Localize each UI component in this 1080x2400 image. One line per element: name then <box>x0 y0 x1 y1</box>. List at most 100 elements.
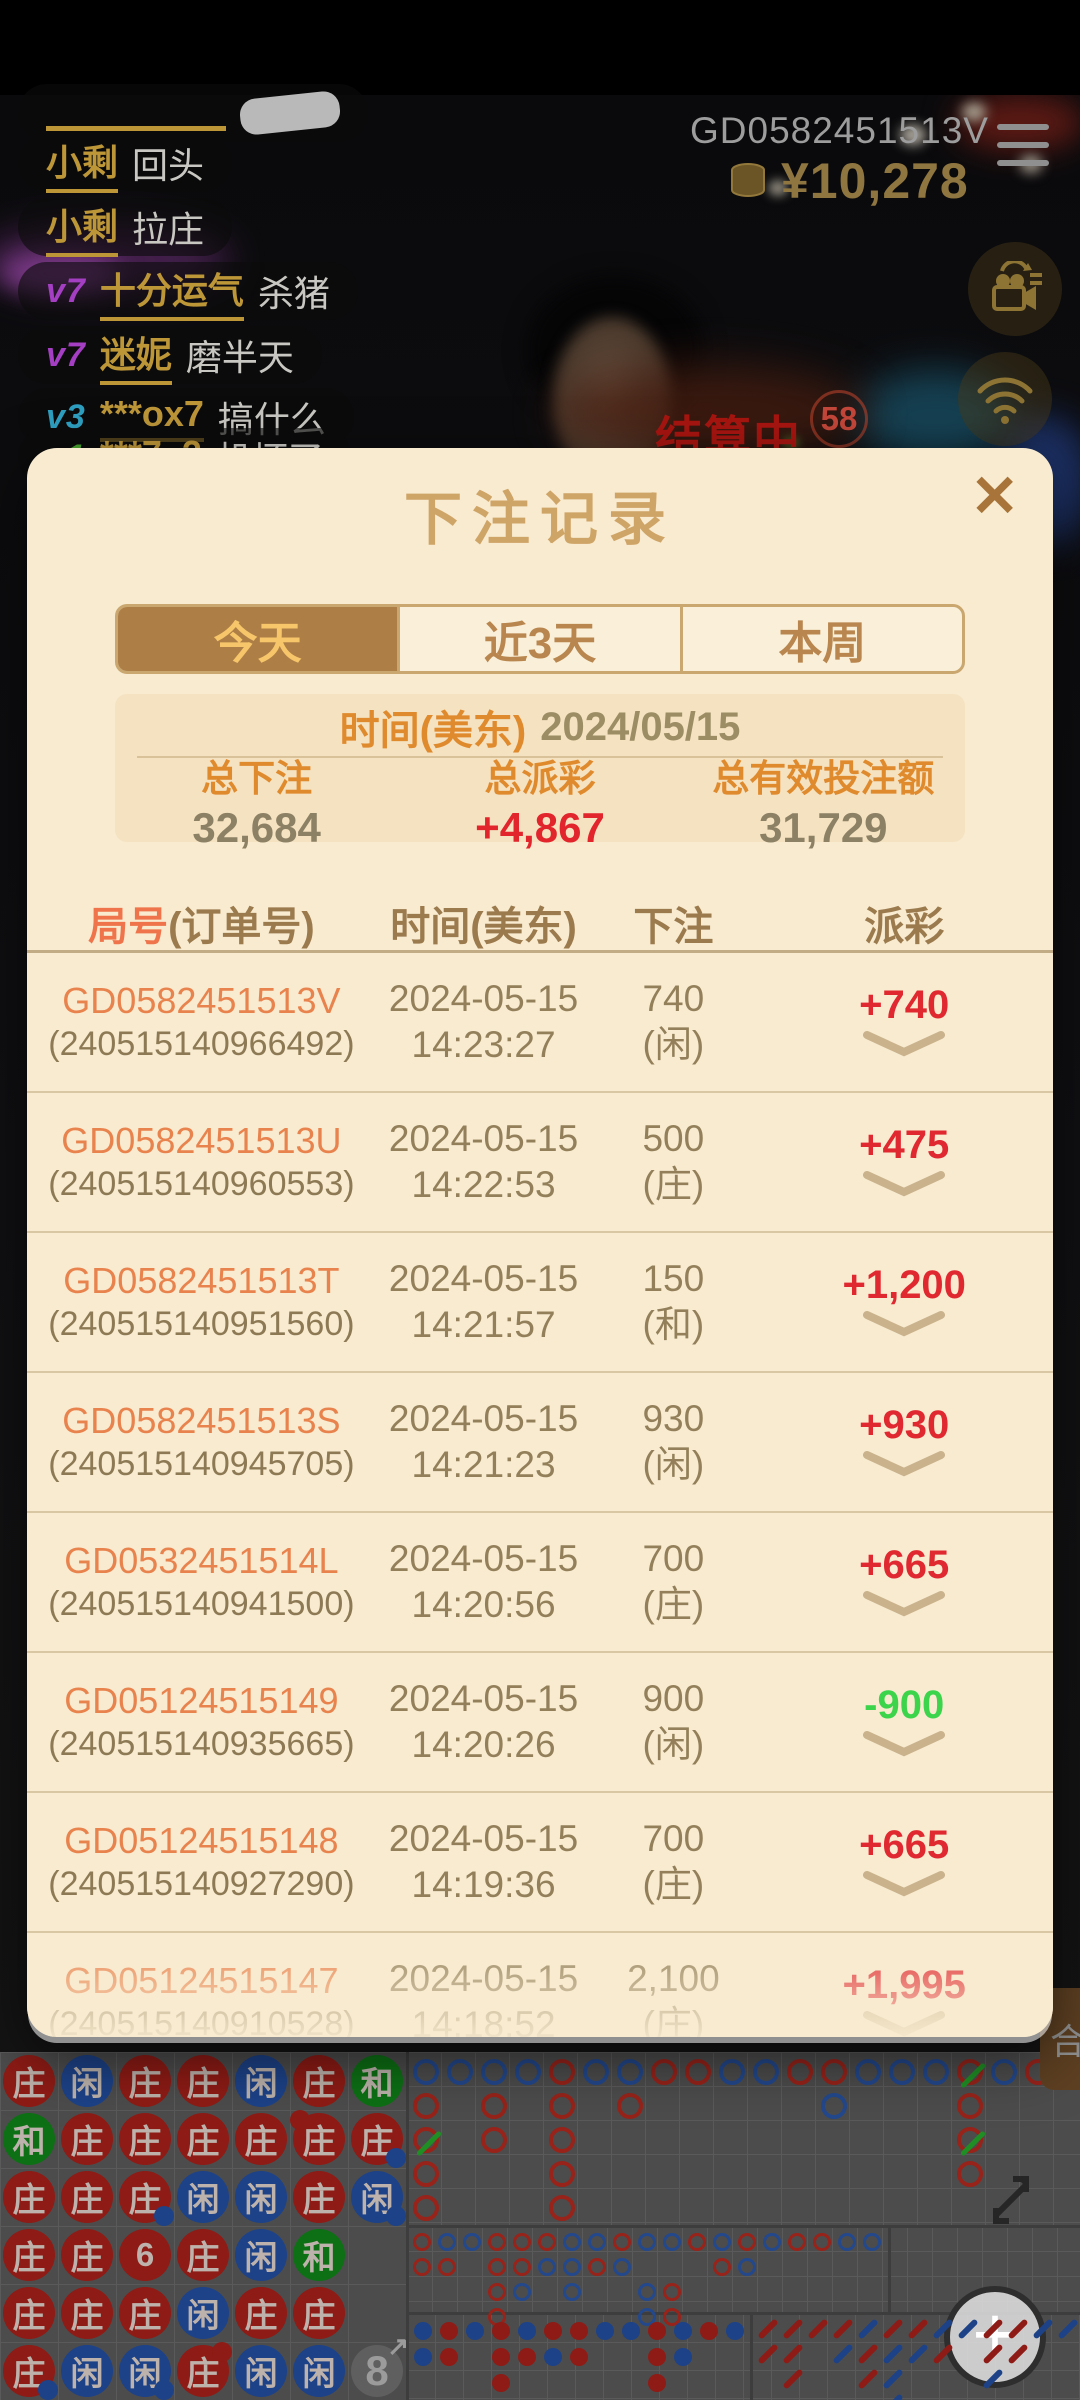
big-road-banker <box>413 2127 443 2157</box>
chevron-down-icon[interactable] <box>861 1730 947 1764</box>
network-status-button[interactable] <box>958 352 1052 446</box>
chat-message[interactable]: 小剩 拉庄 <box>18 198 233 257</box>
bead-result-b: 庄 <box>3 2345 58 2400</box>
road-divider <box>407 2225 1080 2228</box>
order-number: (240515140945705) <box>48 1445 355 1484</box>
eye-road-player <box>622 2322 640 2340</box>
chevron-down-icon[interactable] <box>861 2010 947 2037</box>
banker-pair-dot <box>212 2342 232 2362</box>
chat-message[interactable]: v7 十分运气 杀猪 <box>18 262 358 321</box>
chevron-down-icon[interactable] <box>861 1590 947 1624</box>
hamburger-menu-icon[interactable] <box>997 124 1049 178</box>
balance-display[interactable]: ¥10,278 <box>725 152 969 210</box>
switch-camera-button[interactable] <box>968 242 1062 336</box>
big-road-player <box>447 2059 473 2085</box>
big-road-banker <box>481 2093 507 2119</box>
chat-message[interactable]: 小剩 回头 <box>18 134 233 193</box>
bead-result-b: 庄 <box>351 2113 406 2168</box>
chevron-down-icon[interactable] <box>861 1870 947 1904</box>
eye-road-banker <box>440 2322 458 2340</box>
bet-cell: 930 (闲) <box>591 1396 755 1489</box>
chat-text: 回头 <box>132 145 205 186</box>
eye-road-banker <box>492 2374 510 2392</box>
order-number: (240515140935665) <box>48 1725 355 1764</box>
bet-cell: 900 (闲) <box>591 1676 755 1769</box>
order-number: (240515140960553) <box>48 1165 355 1204</box>
eye-road-player <box>466 2322 484 2340</box>
bead-result-b: 庄 <box>119 2055 171 2107</box>
bead-result-t: 和 <box>351 2055 403 2107</box>
bead-result-b: 庄 <box>3 2287 55 2339</box>
tab-this-week[interactable]: 本周 <box>679 607 962 671</box>
summary-date-label: 时间(美东) <box>339 709 527 753</box>
close-icon[interactable]: ✕ <box>970 464 1019 529</box>
big-road-player <box>583 2059 609 2085</box>
bead-result-p: 闲 <box>351 2171 406 2226</box>
big-road-banker <box>481 2127 507 2153</box>
payout-cell: +475 <box>755 1120 1053 1204</box>
bet-amount: 700 <box>642 1537 705 1579</box>
bet-cell: 500 (庄) <box>591 1116 755 1209</box>
bead-result-b: 庄 <box>61 2113 113 2165</box>
bead-result-b: 庄 <box>177 2342 232 2397</box>
bet-record-row[interactable]: GD0582451513U (240515140960553) 2024-05-15… <box>27 1093 1053 1233</box>
bet-record-row[interactable]: GD05124515149 (240515140935665) 2024-05-15… <box>27 1653 1053 1793</box>
shoe-arrow-icon: ↗ <box>387 2331 409 2361</box>
big-road-banker <box>413 2093 439 2119</box>
bet-cell: 740 (闲) <box>591 976 755 1069</box>
payout-value: +665 <box>859 1823 950 1867</box>
stat-total-payout: 总派彩 +4,867 <box>475 758 605 851</box>
eye-road-banker <box>440 2348 458 2366</box>
bet-record-row[interactable]: GD0582451513T (240515140951560) 2024-05-15… <box>27 1233 1053 1373</box>
small-road-player <box>563 2233 581 2251</box>
bet-record-row[interactable]: GD0582451513V (240515140966492) 2024-05-15… <box>27 953 1053 1093</box>
big-road-banker <box>617 2093 643 2119</box>
payout-cell: +665 <box>755 1540 1053 1624</box>
chevron-down-icon[interactable] <box>861 1310 947 1344</box>
bet-time: 14:23:27 <box>411 1024 556 1065</box>
bet-side: (闲) <box>642 1024 705 1065</box>
payout-value: -900 <box>864 1683 945 1727</box>
chevron-down-icon[interactable] <box>861 1030 947 1064</box>
bead-result-b: 庄 <box>119 2287 171 2339</box>
settling-countdown: 58 <box>810 390 868 448</box>
expand-roadmap-icon[interactable] <box>983 2172 1039 2228</box>
small-road-banker <box>513 2258 531 2276</box>
small-road-player <box>438 2233 456 2251</box>
eye-road-player <box>674 2348 692 2366</box>
big-road-player <box>889 2059 915 2085</box>
chevron-down-icon[interactable] <box>861 1170 947 1204</box>
bet-side: (庄) <box>642 2004 705 2037</box>
bet-record-row[interactable]: GD05124515147 (240515140910528) 2024-05-15… <box>27 1933 1053 2037</box>
summary-stats: 总下注 32,684 总派彩 +4,867 总有效投注额 31,729 <box>115 758 965 851</box>
order-number: (240515140941500) <box>48 1585 355 1624</box>
tab-last-3-days[interactable]: 近3天 <box>397 607 679 671</box>
header-payout: 派彩 <box>864 905 945 949</box>
bead-result-p: 闲 <box>235 2171 287 2223</box>
chevron-down-icon[interactable] <box>861 1450 947 1484</box>
eye-road-banker <box>648 2348 666 2366</box>
road-divider <box>888 2226 891 2314</box>
bead-result-b: 庄 <box>61 2229 113 2281</box>
payout-cell: +1,995 <box>755 1960 1053 2037</box>
chat-message[interactable]: v7 迷妮 磨半天 <box>18 326 322 385</box>
tab-today[interactable]: 今天 <box>118 607 398 671</box>
game-cell: GD0582451513V (240515140966492) <box>27 978 376 1066</box>
chat-text: 拉庄 <box>132 209 205 250</box>
bet-amount: 150 <box>642 1257 705 1299</box>
bet-date: 2024-05-15 <box>388 1677 579 1719</box>
small-road-banker <box>788 2233 806 2251</box>
bet-record-row[interactable]: GD0532451514L (240515140941500) 2024-05-15… <box>27 1513 1053 1653</box>
small-road-banker <box>513 2233 531 2251</box>
bet-time: 14:22:53 <box>411 1164 556 1205</box>
game-id: GD0532451514L <box>64 1540 339 1582</box>
bet-record-row[interactable]: GD05124515148 (240515140927290) 2024-05-15… <box>27 1793 1053 1933</box>
bet-amount: 930 <box>642 1397 705 1439</box>
bet-record-row[interactable]: GD0582451513S (240515140945705) 2024-05-15… <box>27 1373 1053 1513</box>
chat-message[interactable] <box>18 84 368 142</box>
eye-road-banker <box>518 2348 536 2366</box>
time-cell: 2024-05-15 14:23:27 <box>376 976 591 1069</box>
bet-amount: 2,100 <box>627 1957 720 1999</box>
header-game-id: 局号 (订单号) <box>88 905 315 949</box>
